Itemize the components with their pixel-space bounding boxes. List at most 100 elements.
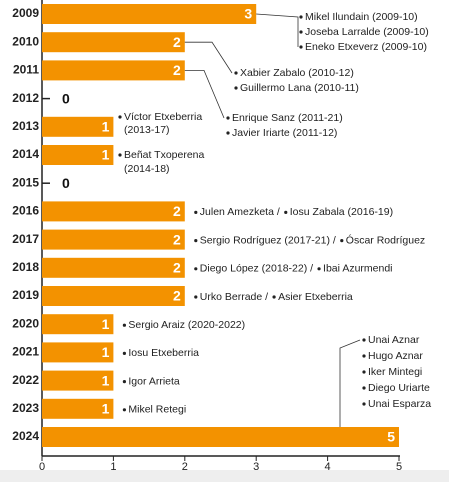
y-tick-label: 2010	[12, 34, 39, 48]
value-label: 2	[173, 34, 181, 50]
y-tick-label: 2017	[12, 232, 39, 246]
footer-strip	[0, 470, 449, 482]
name-label: Urko Berrade /	[200, 291, 268, 303]
bullet	[299, 15, 303, 19]
bullet	[362, 338, 366, 342]
bar	[42, 201, 185, 222]
name-label: Diego Uriarte	[368, 382, 430, 394]
name-label: Ibai Azurmendi	[323, 263, 392, 275]
bullet	[118, 153, 122, 157]
name-label: (2013-17)	[124, 124, 170, 136]
bullet	[194, 210, 198, 214]
name-label: Sergio Araiz (2020-2022)	[128, 319, 245, 331]
bar	[42, 398, 114, 419]
name-label: Xabier Zabalo (2010-12)	[240, 67, 354, 79]
y-tick-label: 2022	[12, 373, 39, 387]
bar	[42, 342, 114, 363]
value-label: 1	[102, 119, 110, 135]
bar	[42, 4, 257, 24]
x-tick-label: 1	[110, 461, 116, 473]
bar	[42, 116, 114, 137]
value-label: 1	[102, 401, 110, 417]
bullet	[122, 323, 126, 327]
name-label: Óscar Rodríguez	[346, 233, 425, 246]
leader-line	[184, 41, 233, 74]
y-tick-label: 2015	[12, 175, 39, 189]
bar	[42, 60, 185, 81]
leader-line	[256, 13, 299, 47]
name-label: Joseba Larralde (2009-10)	[305, 26, 429, 38]
bullet	[272, 295, 276, 299]
name-label: Asier Etxeberria	[278, 291, 353, 303]
bullet	[362, 370, 366, 374]
value-label: 3	[244, 6, 252, 22]
name-label: Mikel Ilundain (2009-10)	[305, 11, 418, 23]
name-label: Iosu Etxeberria	[128, 347, 199, 359]
name-label: Diego López (2018-22) /	[200, 263, 313, 275]
y-tick-label: 2018	[12, 260, 39, 274]
y-tick-label: 2024	[12, 429, 39, 443]
name-label: Mikel Retegi	[128, 404, 186, 416]
bar	[42, 314, 114, 335]
name-label: Unai Esparza	[368, 398, 431, 410]
name-label: Eneko Etxeverz (2009-10)	[305, 41, 427, 53]
bullet	[234, 86, 238, 90]
leader-line	[339, 339, 361, 427]
bullet	[362, 354, 366, 358]
bar	[42, 370, 114, 391]
name-label: Víctor Etxeberria	[124, 111, 202, 123]
y-tick-label: 2021	[12, 345, 39, 359]
value-label: 2	[173, 288, 181, 304]
x-tick-label: 5	[396, 461, 402, 473]
name-label: (2014-18)	[124, 163, 170, 175]
bullet	[194, 267, 198, 271]
name-label: Beñat Txoperena	[124, 149, 205, 161]
name-label: Enrique Sanz (2011-21)	[232, 112, 343, 124]
name-label: Javier Iriarte (2011-12)	[232, 127, 337, 139]
x-tick-label: 2	[182, 461, 188, 473]
value-label: 1	[102, 344, 110, 360]
name-label: Hugo Aznar	[368, 350, 423, 362]
name-label: Sergio Rodríguez (2017-21) /	[200, 234, 336, 246]
y-tick-label: 2011	[13, 63, 39, 77]
bar	[42, 229, 185, 250]
bullet	[226, 131, 230, 135]
name-label: Guillermo Lana (2010-11)	[240, 82, 359, 94]
bullet	[299, 45, 303, 49]
bullet	[118, 115, 122, 119]
bullet	[226, 116, 230, 120]
y-tick-label: 2014	[12, 147, 39, 161]
x-tick-label: 3	[253, 461, 259, 473]
leader-line	[184, 70, 225, 119]
bar	[42, 145, 114, 165]
bullet	[340, 239, 344, 243]
x-tick-label: 4	[325, 461, 331, 473]
value-label: 1	[102, 147, 110, 163]
value-label: 0	[62, 175, 70, 191]
bar	[42, 32, 185, 53]
value-label: 1	[102, 316, 110, 332]
x-tick-label: 0	[39, 461, 45, 473]
bar	[42, 257, 185, 278]
bullet	[122, 380, 126, 384]
name-label: Julen Amezketa /	[200, 206, 280, 218]
name-label: Igor Arrieta	[128, 375, 180, 387]
value-label: 0	[62, 90, 70, 106]
bullet	[362, 386, 366, 390]
y-tick-label: 2016	[12, 204, 39, 218]
bullet	[284, 210, 288, 214]
y-tick-label: 2009	[12, 6, 39, 20]
bullet	[234, 71, 238, 75]
bullet	[122, 351, 126, 355]
value-label: 2	[173, 260, 181, 276]
bar	[42, 286, 185, 306]
value-label: 5	[387, 429, 395, 445]
y-tick-label: 2012	[12, 91, 39, 105]
y-tick-label: 2019	[12, 288, 39, 302]
bullet	[299, 30, 303, 34]
bullet	[362, 402, 366, 406]
value-label: 2	[173, 62, 181, 78]
name-label: Unai Aznar	[368, 334, 420, 346]
bullet	[122, 408, 126, 412]
